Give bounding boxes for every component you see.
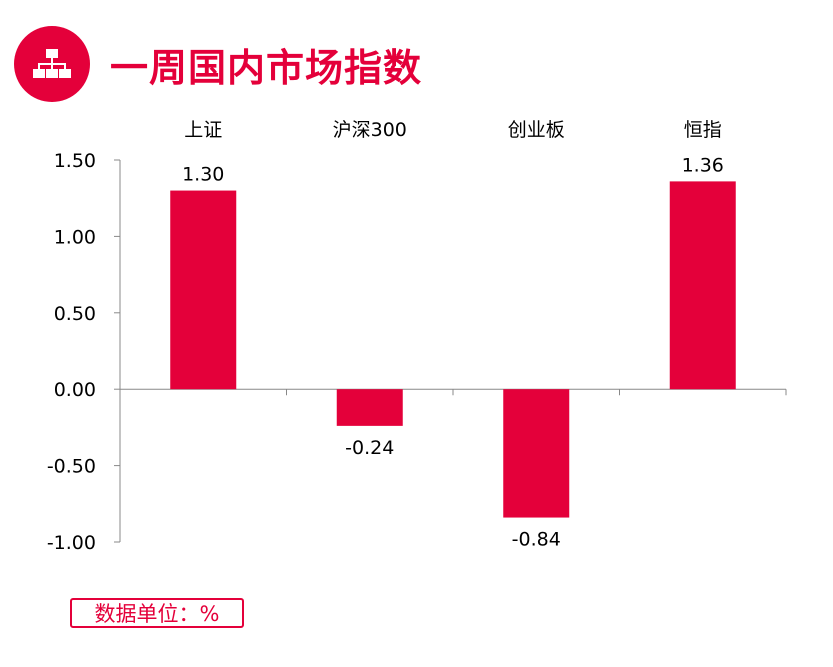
bar [336, 389, 403, 426]
category-label: 上证 [184, 119, 222, 141]
chart-header: 一周国内市场指数 [14, 24, 422, 104]
chart-title: 一周国内市场指数 [110, 45, 423, 90]
y-tick-label: 1.00 [54, 226, 96, 248]
y-tick-label: 0.50 [54, 303, 96, 325]
sitemap-icon [14, 26, 90, 102]
data-label: -0.84 [512, 529, 561, 551]
bar [170, 190, 237, 390]
data-label: 1.30 [182, 164, 224, 186]
y-tick-label: 0.00 [54, 379, 96, 401]
y-tick-label: 1.50 [54, 150, 96, 172]
category-label: 沪深300 [333, 119, 407, 141]
sitemap-icon-glyph [33, 49, 71, 78]
category-label: 恒指 [684, 119, 722, 141]
data-label: -0.24 [345, 437, 394, 459]
data-label: 1.36 [682, 154, 724, 176]
y-tick-label: -0.50 [47, 456, 96, 478]
bar [669, 181, 736, 390]
bar [503, 389, 570, 518]
y-tick-label: -1.00 [47, 532, 96, 554]
category-label: 创业板 [508, 119, 565, 141]
unit-label: 数据单位：% [70, 598, 244, 628]
